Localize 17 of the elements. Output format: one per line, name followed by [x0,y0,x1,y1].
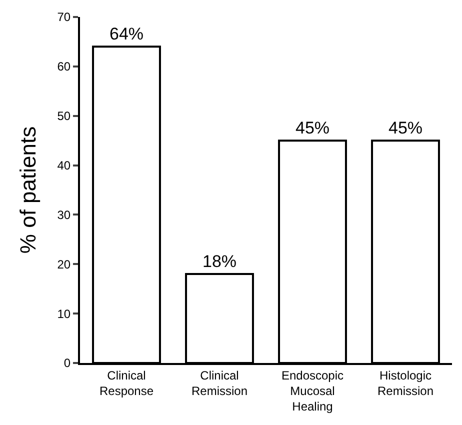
y-tick-label: 70 [57,10,71,24]
x-tick-label: Endoscopic Mucosal Healing [281,368,344,414]
y-tick-label: 50 [57,109,71,124]
x-tick-label: Clinical Response [99,368,154,398]
data-label: 64% [109,24,144,44]
x-tick-label: Clinical Remission [191,368,248,398]
y-tick-label: 20 [57,257,71,272]
y-tick-label: 0 [64,356,71,370]
data-label: 18% [202,252,237,272]
data-label: 45% [388,118,423,138]
y-tick-label: 60 [57,60,71,74]
x-tick-label: Histologic Remission [377,368,434,398]
y-tick-label: 40 [57,158,71,172]
y-tick-label: 30 [57,208,71,222]
y-axis-title: % of patients [16,126,41,254]
y-tick-label: 10 [57,306,71,321]
data-label: 45% [295,118,330,138]
